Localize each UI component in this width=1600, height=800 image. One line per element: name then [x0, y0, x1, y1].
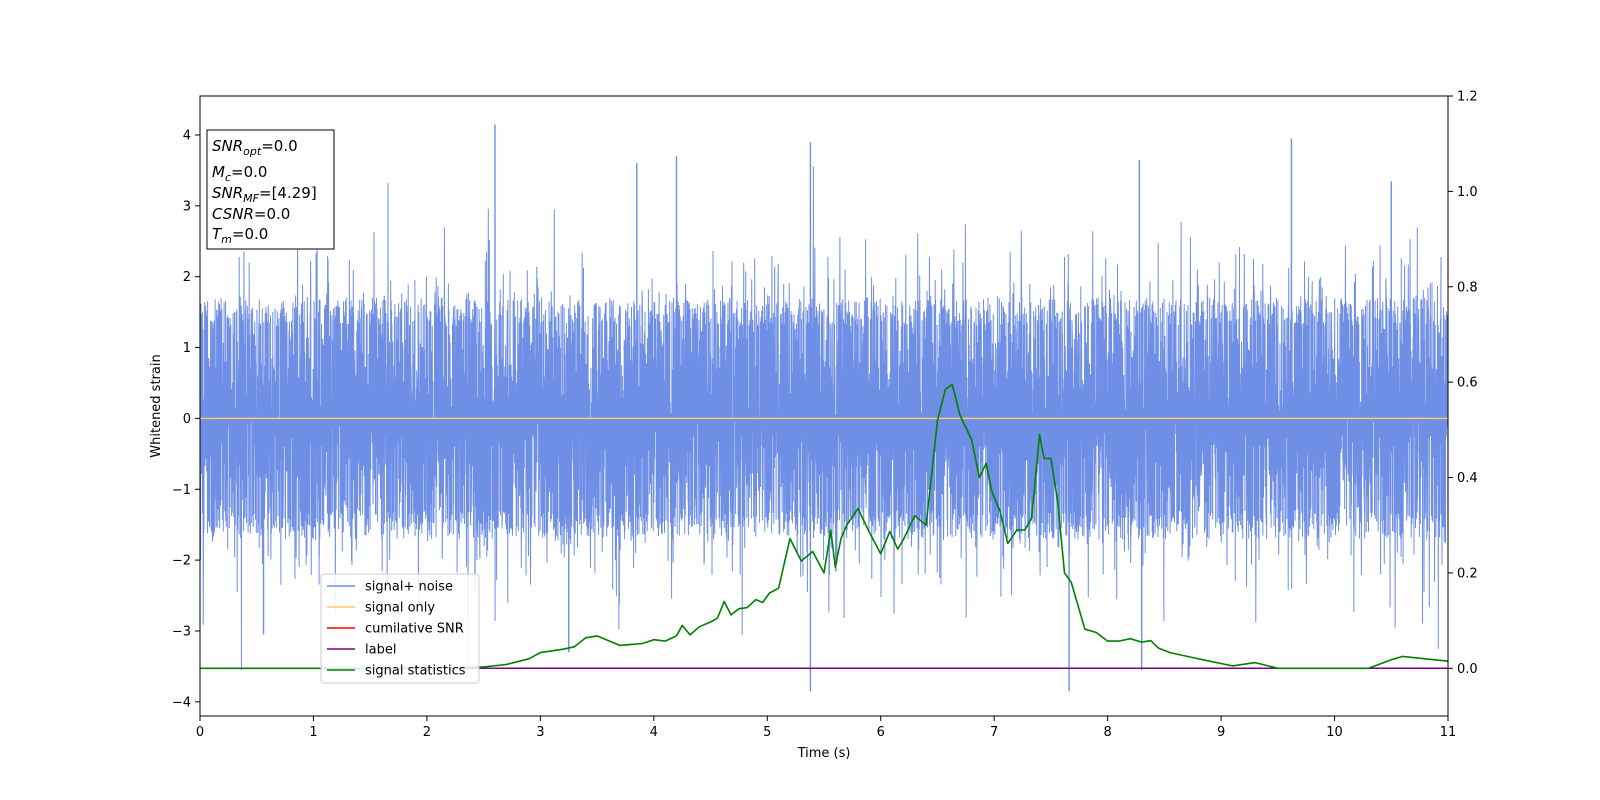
info-box-line: SNRopt=0.0 — [212, 137, 298, 158]
info-symbol: SNR — [212, 184, 243, 202]
legend-label: signal+ noise — [365, 580, 453, 595]
y2-tick-label: 1.2 — [1457, 90, 1478, 105]
y2-tick-label: 0.6 — [1457, 376, 1478, 391]
y2-tick-label: 1.0 — [1457, 185, 1478, 200]
x-tick-label: 11 — [1440, 725, 1457, 740]
info-box-line: Tm=0.0 — [212, 225, 268, 246]
y-axis-right: 0.0 0.2 0.4 0.6 0.8 1.0 1.2 — [1448, 90, 1478, 677]
info-value: =0.0 — [261, 137, 297, 155]
x-tick-label: 7 — [990, 725, 998, 740]
x-tick-label: 0 — [196, 725, 204, 740]
x-tick-label: 5 — [763, 725, 771, 740]
info-symbol: SNR — [212, 137, 243, 155]
x-tick-label: 8 — [1103, 725, 1111, 740]
y-axis-left: −4 −3 −2 −1 0 1 2 3 4 — [172, 128, 200, 710]
y-tick-label: −1 — [172, 483, 191, 498]
plot-frame — [199, 95, 1449, 717]
y-tick-label: 2 — [183, 270, 191, 285]
info-box-frame — [206, 129, 335, 250]
y-tick-label: −4 — [172, 695, 191, 710]
legend-frame — [320, 573, 480, 684]
y-tick-label: 0 — [183, 412, 191, 427]
x-tick-label: 10 — [1326, 725, 1343, 740]
legend-label: label — [365, 643, 396, 658]
info-value: =0.0 — [254, 205, 290, 223]
signal-statistics-line — [200, 383, 1448, 670]
x-tick-label: 2 — [423, 725, 431, 740]
info-box-line: SNRMF=[4.29] — [212, 184, 317, 205]
info-box: SNRopt=0.0Mc=0.0SNRMF=[4.29]CSNR=0.0Tm=0… — [206, 129, 335, 250]
y-axis-label: Whitened strain — [149, 354, 164, 457]
legend-label: cumilative SNR — [365, 622, 464, 637]
info-box-line: CSNR=0.0 — [212, 205, 290, 223]
x-tick-label: 3 — [536, 725, 544, 740]
y-tick-label: 4 — [183, 128, 191, 143]
y2-tick-label: 0.2 — [1457, 566, 1478, 581]
info-value: =0.0 — [232, 225, 268, 243]
info-value: =0.0 — [231, 163, 267, 181]
y-tick-label: −2 — [172, 554, 191, 569]
y2-tick-label: 0.8 — [1457, 280, 1478, 295]
x-tick-label: 6 — [877, 725, 885, 740]
x-tick-label: 1 — [309, 725, 317, 740]
y-tick-label: 1 — [183, 341, 191, 356]
info-subscript: m — [221, 233, 232, 246]
signal-noise-line — [200, 166, 1448, 671]
info-subscript: opt — [243, 145, 262, 158]
y2-tick-label: 0.0 — [1457, 662, 1478, 677]
y-tick-label: −3 — [172, 624, 191, 639]
plot-area — [200, 124, 1448, 692]
x-tick-label: 4 — [650, 725, 658, 740]
x-axis-label: Time (s) — [797, 746, 851, 761]
legend: signal+ noise signal only cumilative SNR la… — [320, 573, 480, 684]
info-symbol: CSNR — [212, 205, 254, 223]
signal-noise-series — [200, 124, 1448, 692]
info-subscript: MF — [243, 192, 259, 205]
info-subscript: c — [225, 171, 231, 184]
x-tick-label: 9 — [1217, 725, 1225, 740]
info-value: =[4.29] — [259, 184, 317, 202]
y2-tick-label: 0.4 — [1457, 471, 1478, 486]
y-tick-label: 3 — [183, 199, 191, 214]
info-symbol: T — [212, 225, 223, 243]
legend-label: signal only — [365, 601, 435, 616]
x-axis: 0 1 2 3 4 5 6 7 8 9 10 11 — [196, 716, 1456, 740]
legend-label: signal statistics — [365, 664, 466, 679]
info-box-line: Mc=0.0 — [212, 163, 267, 184]
info-symbol: M — [212, 163, 225, 181]
